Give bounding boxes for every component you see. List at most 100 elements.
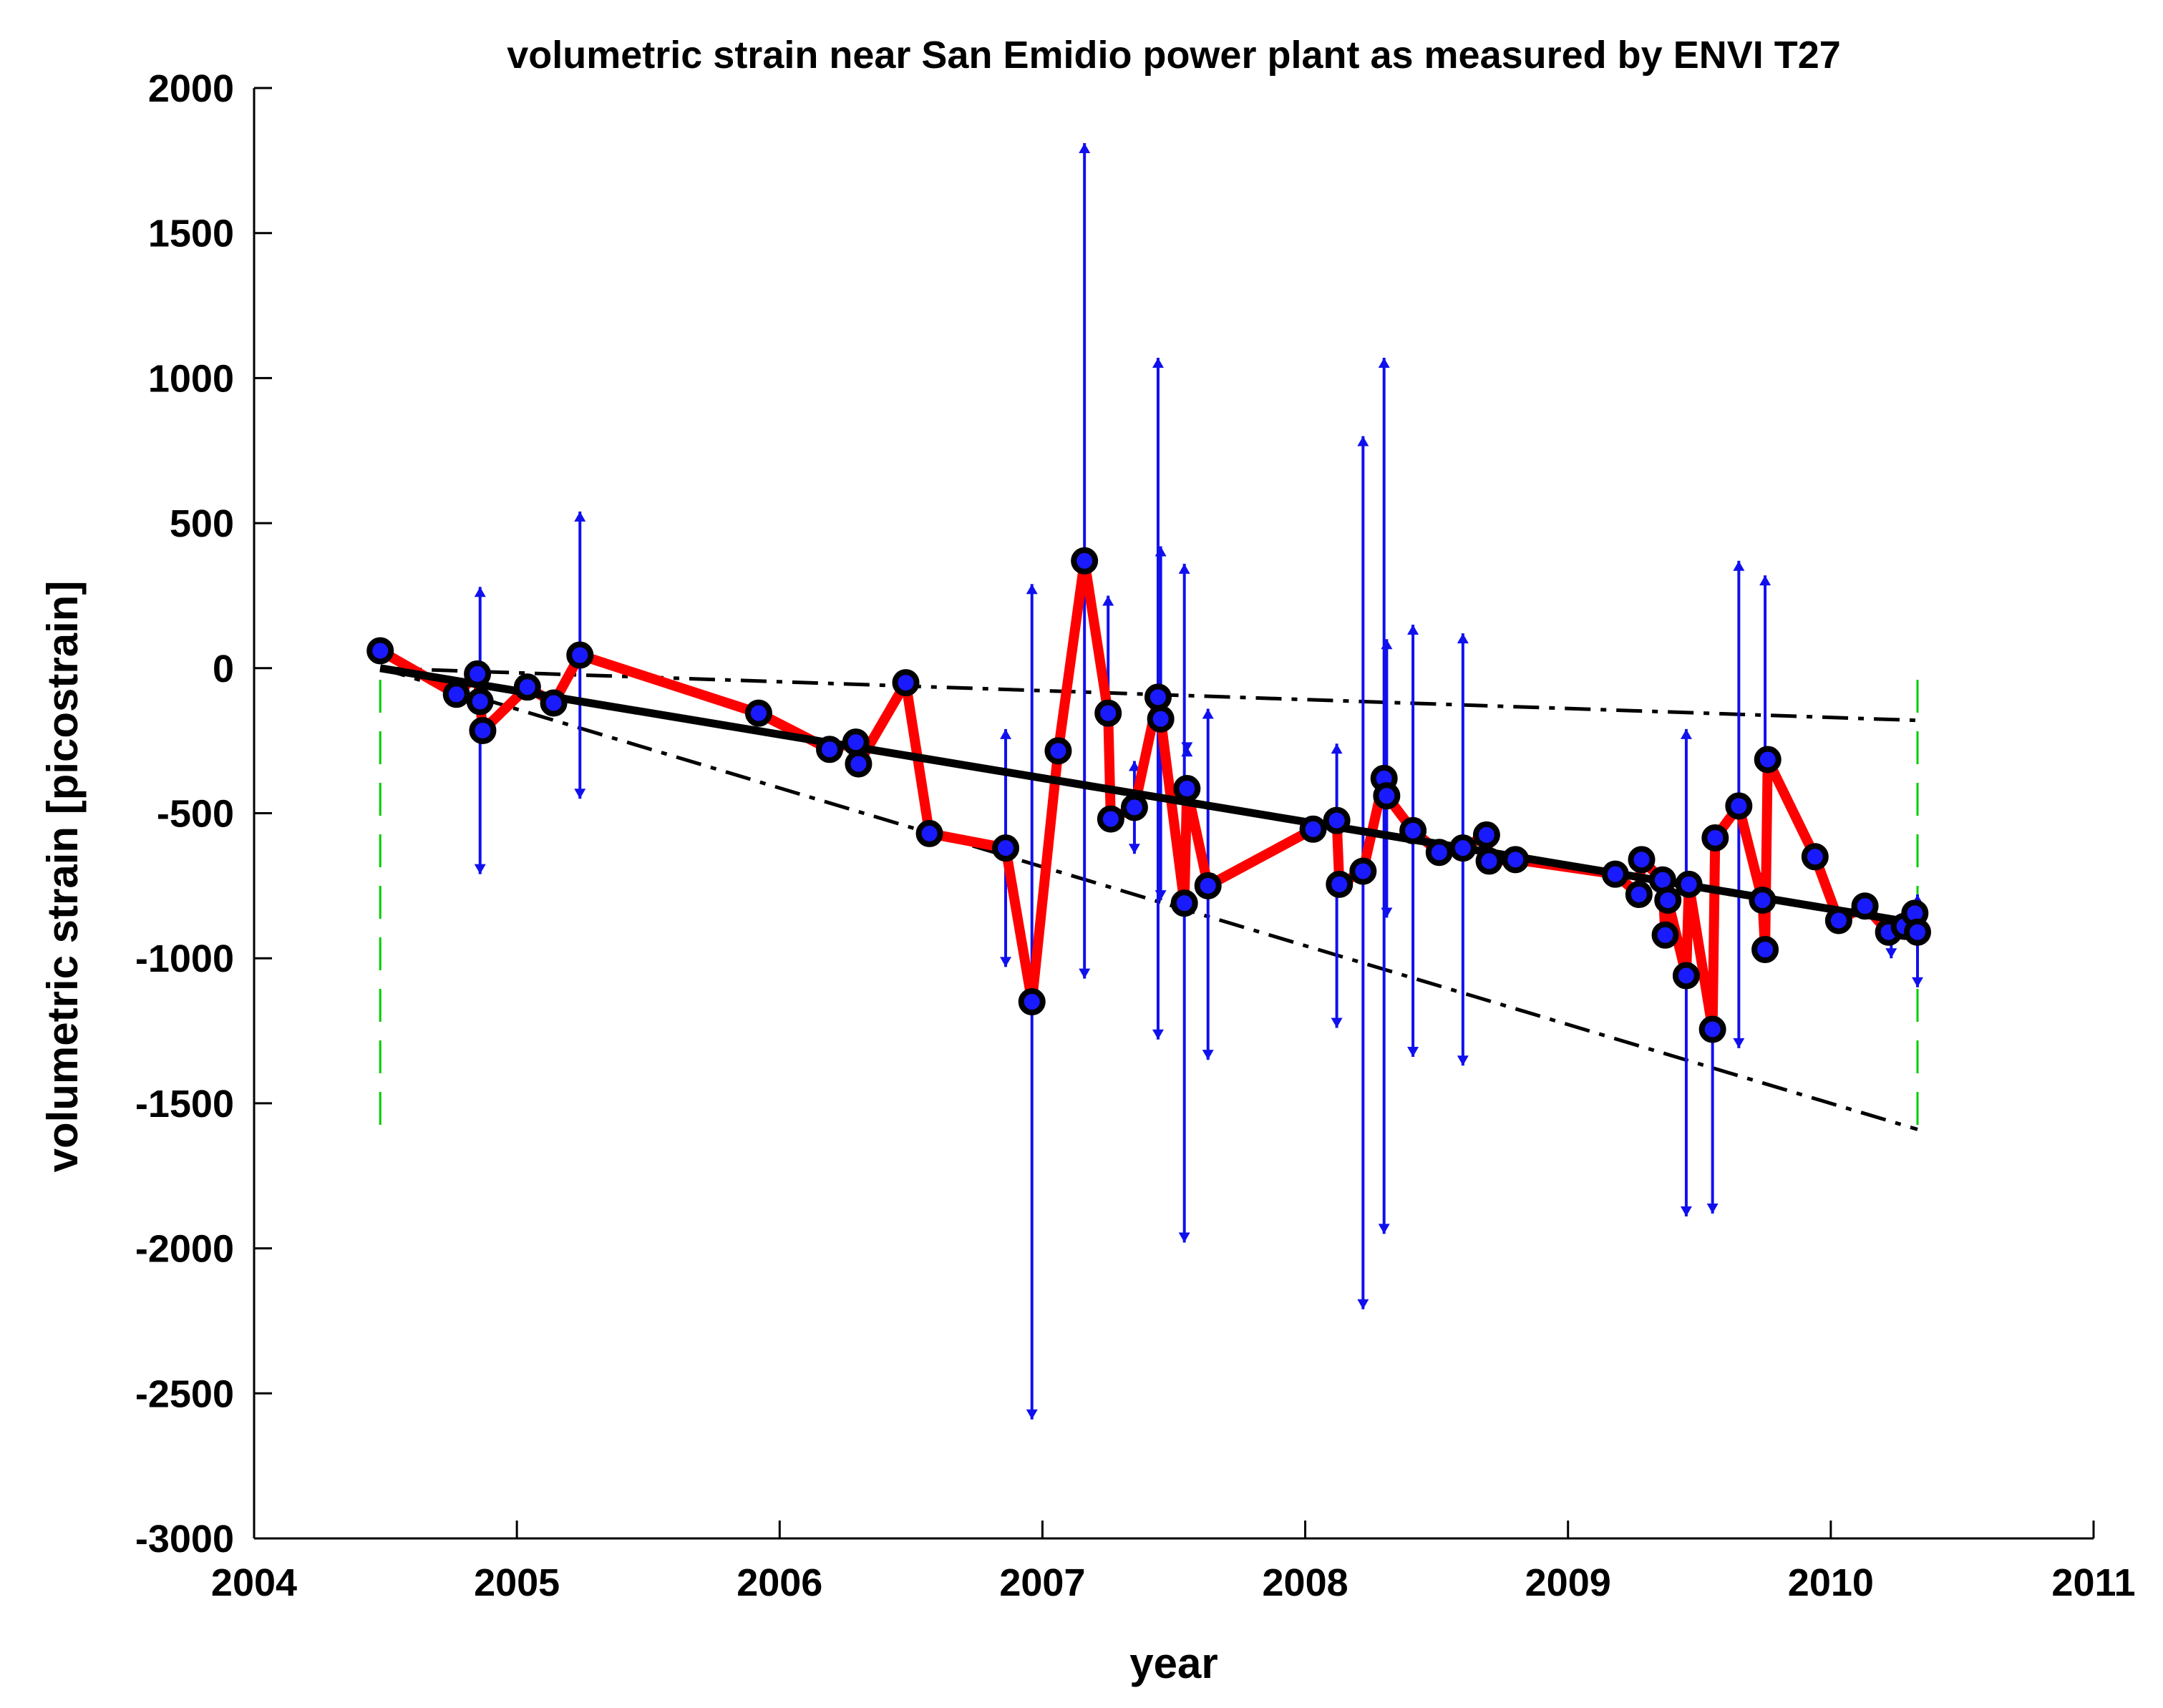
- data-point: [1449, 834, 1477, 862]
- error-bar-arrow-top: [1331, 743, 1343, 754]
- x-tick-label: 2007: [999, 1561, 1085, 1604]
- error-bar-arrow-top: [1733, 560, 1745, 571]
- error-bar-arrow-bottom: [1706, 1203, 1719, 1214]
- data-point: [1373, 782, 1401, 810]
- x-axis-label: year: [1129, 1639, 1217, 1687]
- error-bar-arrow-bottom: [1912, 977, 1924, 987]
- x-tick-label: 2005: [474, 1561, 560, 1604]
- y-axis-label: volumetric strain [picostrain]: [39, 581, 87, 1173]
- error-bar-arrow-top: [574, 511, 586, 522]
- data-point: [1654, 887, 1682, 914]
- error-bar-arrow-top: [1457, 633, 1469, 644]
- data-point: [464, 660, 492, 688]
- error-bar-arrow-top: [1357, 436, 1369, 446]
- error-bar-arrow-top: [1378, 358, 1390, 369]
- data-point: [1299, 815, 1327, 843]
- error-bar-arrow-top: [1407, 624, 1419, 635]
- data-point: [816, 736, 844, 763]
- y-tick-label: -2000: [135, 1228, 234, 1271]
- error-bar-arrow-bottom: [1079, 968, 1091, 979]
- data-point: [1425, 839, 1453, 867]
- data-point: [845, 750, 873, 778]
- data-point: [892, 669, 920, 697]
- error-bar-arrow-bottom: [1178, 1232, 1190, 1243]
- axes: 2004 2005 2006 2007 2008 2009 2010 2011 2000 1500…: [135, 67, 2136, 1604]
- error-bar-arrow-bottom: [1381, 907, 1393, 918]
- error-bar-arrow-bottom: [1181, 742, 1193, 753]
- error-bar-arrow-top: [1178, 563, 1190, 574]
- data-point: [1754, 746, 1782, 774]
- x-tick-label: 2011: [2051, 1561, 2135, 1604]
- data-point: [1701, 824, 1729, 851]
- error-bar-arrow-bottom: [1128, 844, 1140, 854]
- error-bar-arrow-bottom: [474, 864, 486, 874]
- data-point: [842, 728, 870, 756]
- error-bar-arrow-top: [474, 587, 486, 597]
- y-tick-label: -500: [157, 793, 234, 836]
- data-point: [1071, 547, 1099, 575]
- y-tick-label: -1500: [135, 1083, 234, 1126]
- x-tick-label: 2008: [1263, 1561, 1348, 1604]
- error-bar-arrow-bottom: [1331, 1018, 1343, 1028]
- data-point: [1801, 843, 1829, 871]
- data-point: [1120, 794, 1148, 821]
- data-point: [1601, 860, 1629, 888]
- data-point: [540, 689, 568, 717]
- data-point: [1749, 887, 1776, 914]
- data-point: [744, 699, 772, 727]
- data-point: [1173, 775, 1201, 803]
- data-point: [1475, 847, 1503, 875]
- error-bar-arrow-bottom: [1407, 1047, 1419, 1058]
- error-bar-arrow-bottom: [574, 789, 586, 799]
- data-point: [915, 819, 943, 847]
- data-point: [992, 834, 1020, 862]
- x-tick-label: 2006: [737, 1561, 822, 1604]
- data-point: [1672, 962, 1700, 990]
- data-point: [1097, 805, 1124, 833]
- error-bar-arrow-bottom: [1155, 890, 1167, 901]
- plot-area: [366, 143, 1932, 1420]
- data-point: [1651, 921, 1679, 949]
- data-point: [366, 637, 394, 665]
- y-tick-label: -1000: [135, 937, 234, 980]
- y-tick-label: 500: [170, 502, 234, 545]
- data-point: [1349, 857, 1377, 885]
- data-point: [1698, 1015, 1726, 1043]
- data-point: [469, 716, 497, 744]
- y-tick-label: 2000: [148, 67, 234, 110]
- error-bar-arrow-bottom: [1733, 1038, 1745, 1048]
- data-point: [442, 680, 470, 708]
- data-point: [1628, 846, 1656, 874]
- y-tick-label: 1000: [148, 357, 234, 400]
- data-point: [1675, 870, 1703, 898]
- error-bar-arrow-bottom: [1026, 1409, 1038, 1420]
- data-point: [1323, 806, 1351, 834]
- data-point: [466, 688, 494, 716]
- error-bar-arrow-top: [1202, 708, 1214, 719]
- error-bar-arrow-top: [1152, 358, 1164, 369]
- error-bar-arrow-top: [1155, 546, 1167, 557]
- y-tick-label: -2500: [135, 1372, 234, 1415]
- x-tick-label: 2004: [211, 1561, 297, 1604]
- error-bar-arrow-bottom: [1357, 1299, 1369, 1309]
- data-point: [566, 641, 594, 669]
- error-bar-arrow-bottom: [1000, 957, 1012, 967]
- error-bar-arrow-top: [1759, 575, 1771, 586]
- error-bar-arrow-bottom: [1680, 1206, 1692, 1217]
- data-point: [1851, 892, 1879, 920]
- error-bar-arrow-bottom: [1457, 1055, 1469, 1066]
- error-bar-arrow-top: [1128, 761, 1140, 771]
- data-point: [1326, 870, 1353, 898]
- data-point: [1502, 846, 1530, 874]
- chart-title: volumetric strain near San Emidio power …: [507, 34, 1841, 77]
- error-bar-arrow-top: [1102, 595, 1114, 606]
- x-tick-label: 2010: [1788, 1561, 1874, 1604]
- data-point: [1147, 705, 1175, 733]
- data-point: [1094, 699, 1122, 727]
- data-point: [1170, 889, 1198, 917]
- error-bar-arrow-top: [1079, 143, 1091, 154]
- error-bar-arrow-top: [1026, 584, 1038, 595]
- data-point: [1904, 918, 1932, 946]
